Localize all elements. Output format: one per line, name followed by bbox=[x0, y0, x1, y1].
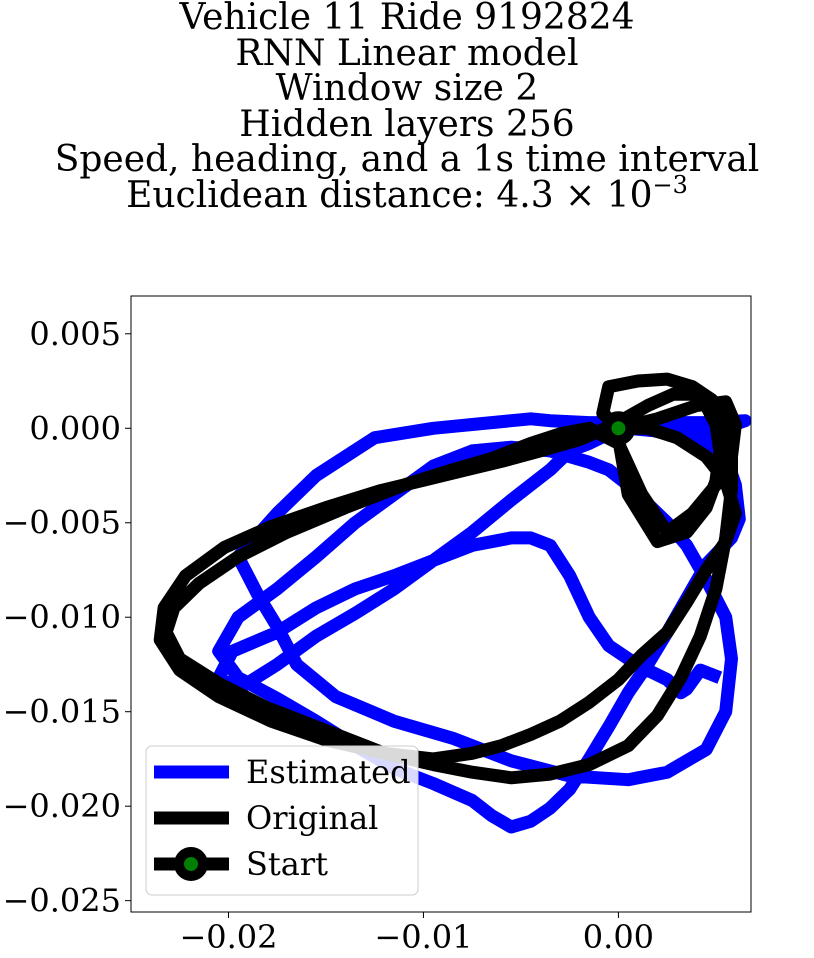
chart-title: Vehicle 11 Ride 9192824 RNN Linear model… bbox=[0, 0, 814, 213]
legend-start-marker bbox=[174, 847, 208, 881]
y-tick-label: −0.025 bbox=[3, 882, 121, 920]
legend-label-start: Start bbox=[246, 845, 328, 883]
title-line-3: Window size 2 bbox=[275, 68, 539, 109]
start-marker bbox=[601, 411, 636, 446]
legend: Estimated Original Start bbox=[145, 745, 419, 896]
x-tick-label: −0.02 bbox=[179, 918, 277, 956]
x-tick-label: −0.01 bbox=[374, 918, 472, 956]
series-line-original bbox=[153, 372, 742, 785]
title-line-4: Hidden layers 256 bbox=[239, 103, 575, 145]
y-tick-label: 0.005 bbox=[29, 315, 121, 353]
x-tick-label: 0.00 bbox=[583, 918, 654, 956]
y-tick-label: −0.015 bbox=[3, 693, 121, 731]
series-line-estimated bbox=[212, 412, 751, 834]
y-tick-label: −0.020 bbox=[3, 787, 121, 825]
series-layer bbox=[153, 372, 751, 834]
axis-ticks: −0.02 −0.01 0.00 0.005 0.000 −0.005 −0.010 −0.0… bbox=[3, 315, 654, 956]
plot-frame bbox=[130, 295, 752, 913]
title-line-2: RNN Linear model bbox=[235, 32, 579, 74]
title-line-1: Vehicle 11 Ride 9192824 bbox=[179, 0, 635, 38]
y-tick-label: −0.005 bbox=[3, 504, 121, 542]
title-line-6: Euclidean distance: 4.3 × 10−3 bbox=[0, 173, 814, 216]
legend-label-original: Original bbox=[246, 799, 378, 837]
y-tick-label: 0.000 bbox=[29, 409, 121, 447]
title-line-5: Speed, heading, and a 1s time interval bbox=[54, 139, 760, 180]
legend-label-estimated: Estimated bbox=[246, 753, 411, 791]
title-distance-text: Euclidean distance: 4.3 × 10 bbox=[126, 174, 653, 216]
y-tick-label: −0.010 bbox=[3, 598, 121, 636]
title-exponent: −3 bbox=[652, 170, 688, 199]
